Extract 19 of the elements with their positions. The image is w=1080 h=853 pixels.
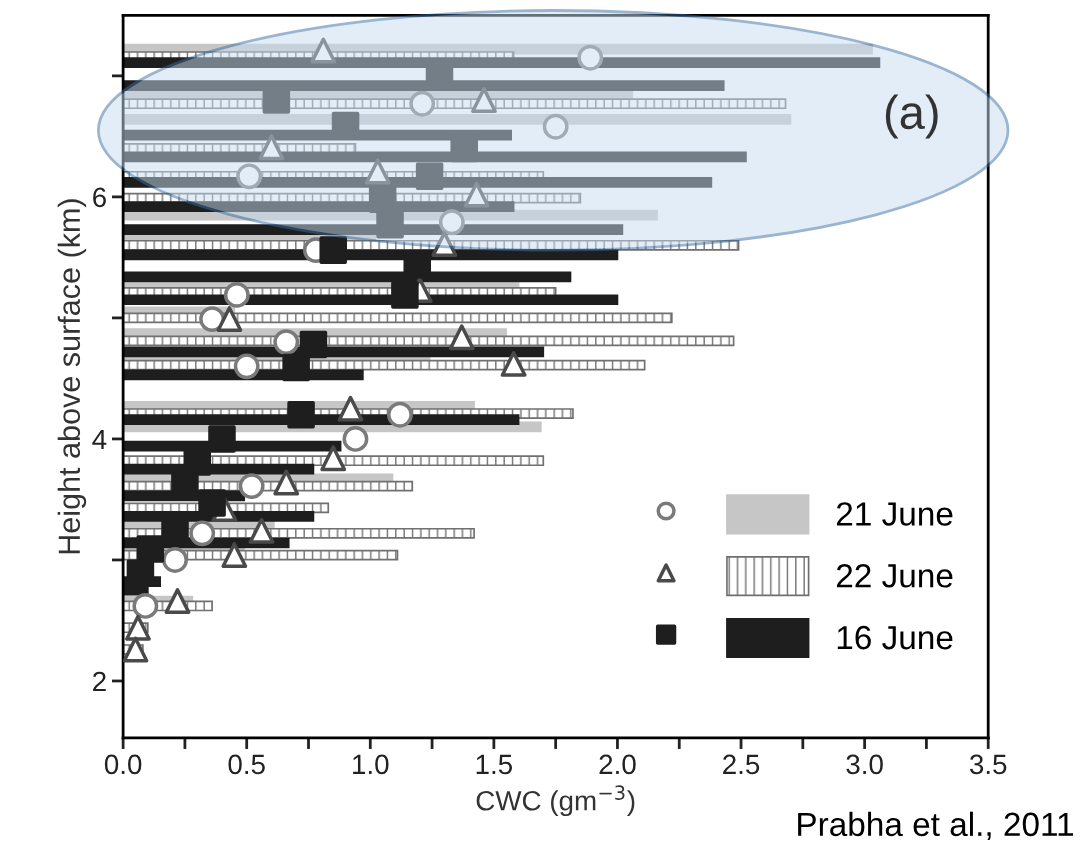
legend-label: 16 June [837,625,953,650]
x-axis-title: CWC (gm$^{−3}$) [476,785,635,817]
x-tick-label: 2.5 [723,754,760,775]
y-axis-title: Height above surface (km) [57,199,87,554]
y-tick-label: 2 [93,671,106,692]
y-tick-label: 6 [93,187,106,208]
y-tick-label: 4 [92,429,107,449]
legend-label: 21 June [836,502,953,526]
bar [123,114,792,125]
x-tick-label: 3.0 [846,754,883,775]
x-tick-label: 1.0 [353,754,389,775]
x-tick-label: 2.0 [599,754,636,775]
x-tick-label: 1.5 [476,754,513,775]
text: Prabha et al., 2011 [798,811,1073,841]
annotation: (a) [885,94,938,139]
x-tick-label: 3.5 [969,754,1007,775]
x-tick-label: 0.5 [228,754,265,775]
legend-label: 22 June [836,563,953,588]
x-tick-label: 0.0 [104,754,142,775]
